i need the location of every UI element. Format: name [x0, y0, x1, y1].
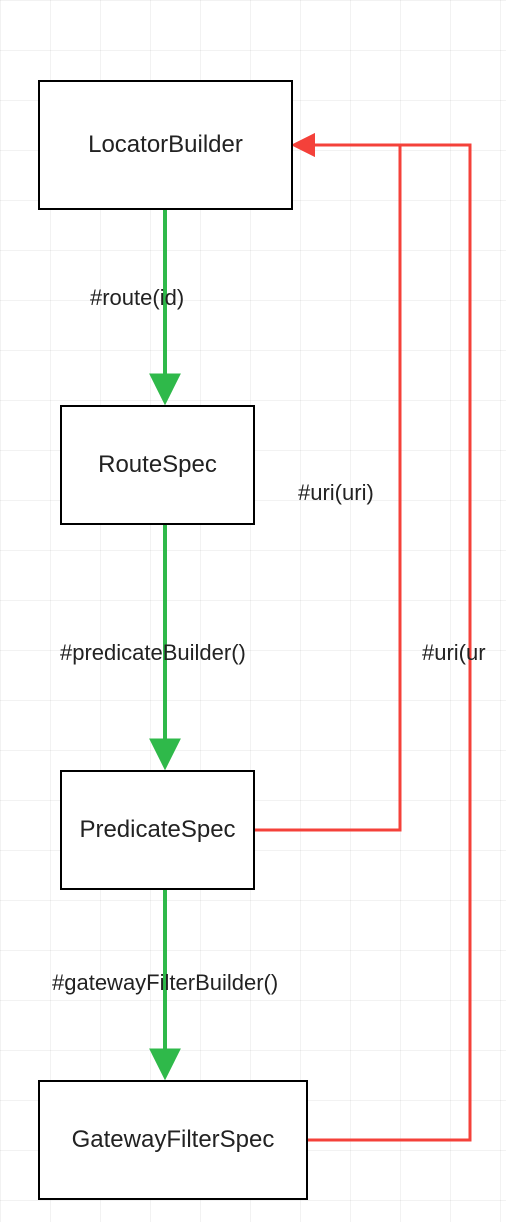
edge-label-route: #route(id) — [90, 285, 184, 311]
node-routespec: RouteSpec — [60, 405, 255, 525]
node-label: PredicateSpec — [79, 816, 235, 844]
node-label: LocatorBuilder — [88, 131, 243, 159]
edge-label-uri2: #uri(ur — [422, 640, 486, 666]
edge-label-predicatebuilder: #predicateBuilder() — [60, 640, 246, 666]
node-locatorbuilder: LocatorBuilder — [38, 80, 293, 210]
node-label: GatewayFilterSpec — [72, 1126, 275, 1154]
node-gatewayfilterspec: GatewayFilterSpec — [38, 1080, 308, 1200]
edge-label-gatewayfilterbuilder: #gatewayFilterBuilder() — [52, 970, 278, 996]
node-label: RouteSpec — [98, 451, 217, 479]
node-predicatespec: PredicateSpec — [60, 770, 255, 890]
edge-label-uri1: #uri(uri) — [298, 480, 374, 506]
diagram-canvas: LocatorBuilder RouteSpec PredicateSpec G… — [0, 0, 506, 1222]
